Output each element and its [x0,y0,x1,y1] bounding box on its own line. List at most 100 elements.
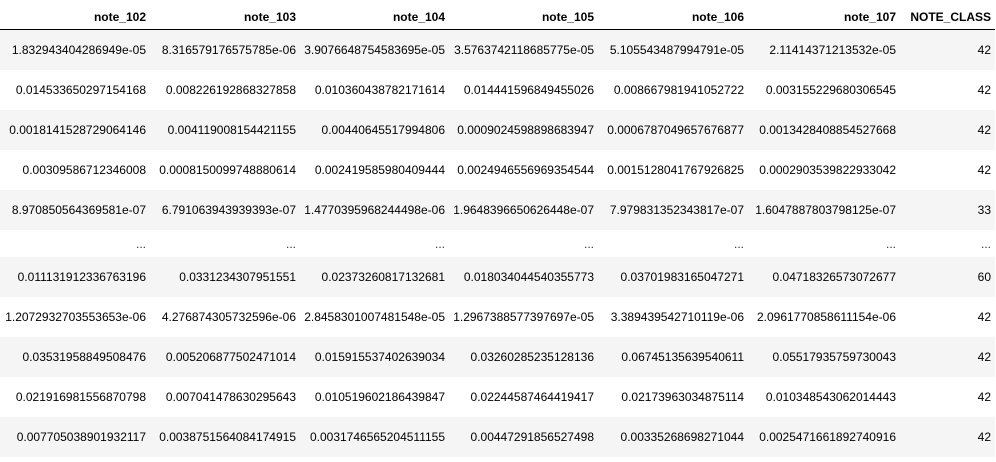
table-cell: 0.021916981556870798 [15,390,146,404]
table-cell: 5.105543487994791e-05 [609,43,744,57]
table-cell: 0.014441596849455026 [463,83,594,97]
table-cell: 0.00440645517994806 [321,123,445,137]
table-cell: 0.007041478630295643 [165,390,296,404]
table-cell: 0.010360438782171614 [314,83,445,97]
table-cell: 0.02244587464419417 [470,390,594,404]
table-cell: 0.005206877502471014 [165,350,296,364]
table-cell: 0.0038751564084174915 [159,430,296,444]
table-cell: 3.9076648754583695e-05 [304,43,445,57]
table-cell: 1.9648396650626448e-07 [453,203,594,217]
header-row: note_102 note_103 note_104 note_105 note… [0,0,995,30]
table-cell: 1.6047887803798125e-07 [755,203,896,217]
table-cell: 0.0018141528729064146 [9,123,146,137]
table-cell: 3.5763742118685775e-05 [454,43,594,57]
table-cell: 6.791063943939393e-07 [161,203,296,217]
table-cell: 0.0025471661892740916 [759,430,896,444]
table-cell: 0.003155229680306545 [765,83,896,97]
table-cell: 0.002419585980409444 [314,163,445,177]
table-cell: 0.010348543062014443 [765,390,896,404]
table-row: 1.832943404286949e-05 8.316579176575785e… [0,29,995,70]
table-cell: 0.00335268698271044 [620,430,744,444]
table-cell: 0.0031746565204511155 [309,430,445,444]
ellipsis-cell: ... [135,236,146,251]
table-cell: 42 [977,123,991,137]
table-cell: 0.0015128041767926825 [607,163,744,177]
ellipsis-cell: ... [733,236,744,251]
table-cell: 1.4770395968244498e-06 [304,203,445,217]
table-cell: 0.0008150099748880614 [159,163,296,177]
table-cell: 0.0024946556969354544 [457,163,594,177]
ellipsis-cell: ... [583,236,594,251]
table-header: note_102 note_103 note_104 note_105 note… [0,0,995,30]
column-header-note-102: note_102 [0,0,150,30]
column-header-note-104: note_104 [300,0,449,30]
table-cell: 0.008667981941052722 [613,83,744,97]
table-cell: 0.00447291856527498 [470,430,594,444]
table-cell: 0.00309586712346008 [22,163,146,177]
table-cell: 7.979831352343817e-07 [609,203,744,217]
column-header-note-103: note_103 [150,0,300,30]
table-cell: 2.11414371213532e-05 [769,43,896,57]
table-cell: 2.0961770858611154e-06 [756,310,896,324]
table-cell: 0.03701983165047271 [620,270,744,284]
table-cell: 0.03260285235128136 [470,350,594,364]
table-cell: 0.0331234307951551 [179,270,296,284]
table-cell: 0.008226192868327858 [165,83,296,97]
table-row: 0.021916981556870798 0.00704147863029564… [0,377,995,417]
table-cell: 0.010519602186439847 [314,390,445,404]
table-row: 0.014533650297154168 0.00822619286832785… [0,70,995,110]
column-header-note-106: note_106 [598,0,748,30]
table-cell: 0.03531958849508476 [22,350,146,364]
table-cell: 42 [977,310,991,324]
table-cell: 0.0009024598898683947 [457,123,594,137]
table-cell: 8.970850564369581e-07 [11,203,146,217]
table-cell: 0.04718326573072677 [772,270,896,284]
table-cell: 1.832943404286949e-05 [11,43,146,57]
table-cell: 60 [977,270,991,284]
table-row: 0.007705038901932117 0.00387515640841749… [0,417,995,457]
table-cell: 1.2967388577397697e-05 [453,310,594,324]
table-cell: 4.276874305732596e-06 [161,310,296,324]
table-row: 8.970850564369581e-07 6.791063943939393e… [0,190,995,230]
table-cell: 42 [977,430,991,444]
table-cell: 3.389439542710119e-06 [610,310,744,324]
table-body: 1.832943404286949e-05 8.316579176575785e… [0,29,995,457]
ellipsis-cell: ... [885,236,896,251]
table-cell: 42 [977,390,991,404]
table-row-ellipsis: ... ... ... ... ... ... ... [0,230,995,257]
table-cell: 42 [977,163,991,177]
ellipsis-cell: ... [980,236,991,251]
table-cell: 0.0002903539822933042 [759,163,896,177]
column-header-note-107: note_107 [748,0,900,30]
table-cell: 0.018034044540355773 [463,270,594,284]
table-cell: 2.8458301007481548e-05 [304,310,445,324]
table-cell: 0.004119008154421155 [167,123,296,137]
table-cell: 1.2072932703553653e-06 [5,310,146,324]
table-row: 0.011131912336763196 0.0331234307951551 … [0,257,995,297]
table-cell: 33 [977,203,991,217]
table-cell: 0.007705038901932117 [16,430,146,444]
ellipsis-cell: ... [285,236,296,251]
table-cell: 42 [977,350,991,364]
table-cell: 0.02373260817132681 [321,270,445,284]
table-cell: 42 [977,83,991,97]
table-cell: 0.02173963034875114 [621,390,744,404]
table-row: 0.0018141528729064146 0.0041190081544211… [0,110,995,150]
table-cell: 0.0013428408854527668 [759,123,896,137]
table-cell: 0.015915537402639034 [314,350,445,364]
table-row: 0.00309586712346008 0.000815009974888061… [0,150,995,190]
table-cell: 0.06745135639540611 [621,350,744,364]
table-cell: 8.316579176575785e-06 [161,43,296,57]
table-row: 1.2072932703553653e-06 4.276874305732596… [0,297,995,337]
table-cell: 0.014533650297154168 [15,83,146,97]
table-cell: 0.011131912336763196 [17,270,146,284]
table-cell: 0.0006787049657676877 [607,123,744,137]
table-cell: 0.05517935759730043 [772,350,896,364]
table-row: 0.03531958849508476 0.005206877502471014… [0,337,995,377]
ellipsis-cell: ... [434,236,445,251]
table-cell: 42 [977,43,991,57]
column-header-note-105: note_105 [449,0,598,30]
column-header-note-class: NOTE_CLASS [900,0,995,30]
